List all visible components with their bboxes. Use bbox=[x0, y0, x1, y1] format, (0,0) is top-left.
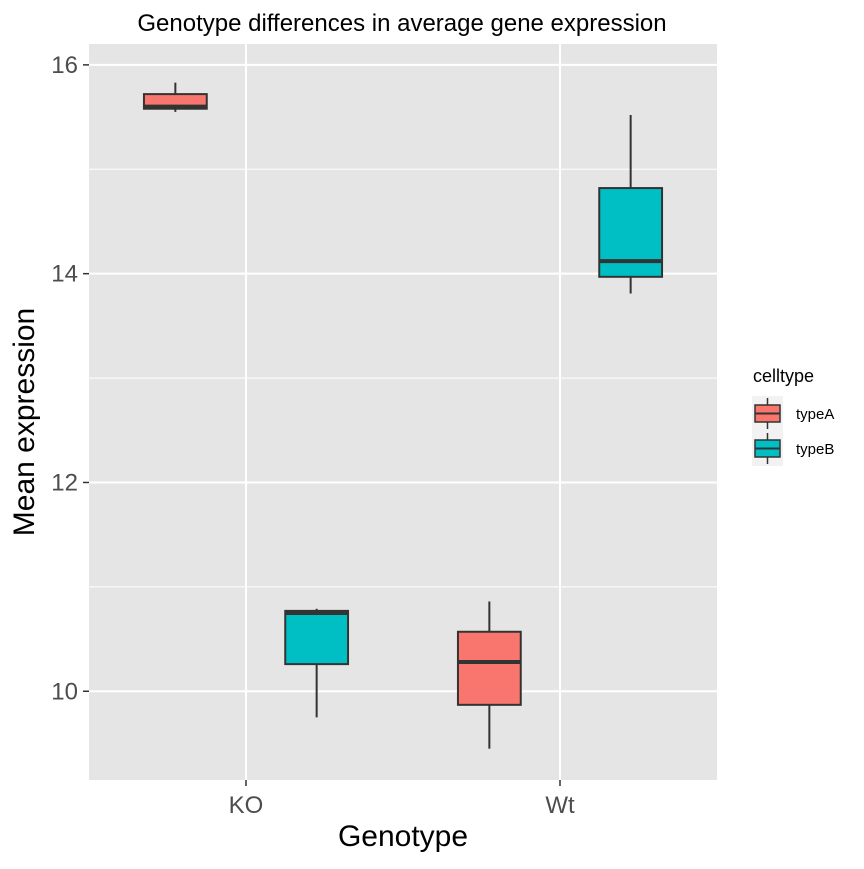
y-tick-label: 14 bbox=[51, 261, 78, 288]
legend-title: celltype bbox=[753, 366, 814, 386]
box-typeA-Wt bbox=[456, 601, 522, 749]
legend-label-typeB: typeB bbox=[796, 441, 834, 458]
y-tick-label: 10 bbox=[51, 678, 78, 705]
y-tick-label: 12 bbox=[51, 469, 78, 496]
x-tick-label: KO bbox=[229, 792, 264, 819]
x-axis-title: Genotype bbox=[338, 820, 468, 853]
chart-title: Genotype differences in average gene exp… bbox=[137, 10, 666, 37]
legend: celltype typeA typeB bbox=[752, 366, 834, 466]
panel-background bbox=[89, 44, 717, 780]
x-tick-label: Wt bbox=[545, 792, 575, 819]
legend-label-typeA: typeA bbox=[796, 406, 834, 423]
box-body bbox=[284, 609, 350, 666]
box-typeB-Wt bbox=[598, 114, 664, 294]
y-axis-title: Mean expression bbox=[8, 308, 41, 536]
y-tick-label: 16 bbox=[51, 52, 78, 79]
plot-panel bbox=[89, 44, 717, 780]
box-typeB-KO bbox=[284, 608, 350, 718]
box-body bbox=[456, 630, 522, 706]
box-typeA-KO bbox=[142, 82, 208, 112]
box-body bbox=[598, 187, 664, 278]
